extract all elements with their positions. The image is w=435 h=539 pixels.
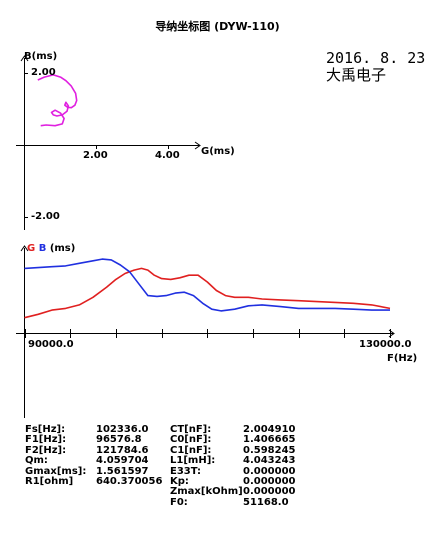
param-left-label-1: F1[Hz]:: [25, 434, 67, 446]
freq-series: [24, 258, 391, 319]
chart-title: 导纳坐标图 (DYW-110): [155, 20, 280, 33]
param-right-value-5: 0.000000: [243, 475, 296, 487]
param-right-label-3: L1[mH]:: [170, 455, 216, 467]
legend-b: B: [38, 243, 47, 254]
param-left-value-0: 102336.0: [96, 424, 149, 435]
date-stamp: 2016. 8. 23 大禹电子: [326, 50, 425, 84]
param-right-label-1: C0[nF]:: [170, 434, 212, 446]
param-right-label-5: Kp:: [170, 475, 189, 487]
param-left-label-4: Gmax[ms]:: [25, 465, 87, 477]
freq-tick-marks: [25, 329, 391, 338]
param-left-label-0: Fs[Hz]:: [25, 424, 66, 435]
param-left-label-5: R1[ohm]: [25, 475, 74, 487]
admittance-y-tick-label-top: 2.00: [31, 67, 56, 78]
param-right-value-0: 2.004910: [243, 424, 296, 435]
param-right-value-3: 4.043243: [243, 455, 296, 467]
param-right-label-6: Zmax[kOhm]: [170, 486, 243, 498]
param-left-label-3: Qm:: [25, 455, 48, 467]
freq-x-tick-label-start: 90000.0: [28, 339, 74, 350]
param-right-label-2: C1[nF]:: [170, 444, 212, 456]
admittance-y-axis-arrow: [20, 55, 29, 62]
admittance-y-tick-label-bottom: -2.00: [31, 211, 60, 222]
legend-unit: (ms): [49, 243, 76, 254]
legend-g: G: [27, 243, 36, 254]
admittance-x-axis-arrow: [194, 141, 201, 150]
admittance-series: [37, 74, 78, 127]
freq-series-B-line: [24, 258, 390, 312]
admittance-circle-line-0: [37, 74, 78, 127]
param-left-value-4: 1.561597: [96, 465, 149, 477]
stamp-company: 大禹电子: [326, 66, 387, 84]
param-right-value-2: 0.598245: [243, 444, 296, 456]
param-right-label-4: E33T:: [170, 465, 202, 477]
param-values-right: 2.004910 1.406665 0.598245 4.043243 0.000000…: [243, 424, 296, 508]
param-left-label-2: F2[Hz]:: [25, 444, 67, 456]
freq-legend: G B (ms): [27, 243, 75, 254]
param-labels-left: Fs[Hz]: F1[Hz]: F2[Hz]: Qm: Gmax[ms]: R1[ohm]: [25, 424, 87, 487]
param-left-value-1: 96576.8: [96, 434, 142, 446]
freq-x-tick-label-end: 130000.0: [359, 339, 412, 350]
param-right-label-7: F0:: [170, 496, 188, 508]
freq-series-G-line: [24, 267, 391, 319]
param-values-left: 102336.0 96576.8 121784.6 4.059704 1.561597 6…: [96, 424, 163, 487]
param-right-value-1: 1.406665: [243, 434, 296, 446]
freq-y-axis-arrow: [20, 245, 29, 252]
param-labels-right: CT[nF]: C0[nF]: C1[nF]: L1[mH]: E33T: Kp: Zmax…: [170, 424, 243, 508]
param-left-value-5: 640.370056: [96, 475, 163, 487]
admittance-y-label: B(ms): [24, 51, 58, 62]
admittance-x-tick-label-2: 2.00: [83, 150, 108, 161]
param-left-value-3: 4.059704: [96, 455, 149, 467]
param-right-value-6: 0.000000: [243, 486, 296, 498]
admittance-x-tick-label-4: 4.00: [155, 150, 180, 161]
admittance-x-label: G(ms): [201, 146, 235, 157]
param-right-value-7: 51168.0: [243, 496, 289, 508]
admittance-axes: [16, 55, 201, 230]
stamp-date: 2016. 8. 23: [326, 49, 426, 67]
freq-x-label: F(Hz): [387, 353, 418, 364]
freq-axes: [16, 245, 395, 418]
param-right-label-0: CT[nF]:: [170, 424, 212, 435]
param-right-value-4: 0.000000: [243, 465, 296, 477]
param-left-value-2: 121784.6: [96, 444, 149, 456]
